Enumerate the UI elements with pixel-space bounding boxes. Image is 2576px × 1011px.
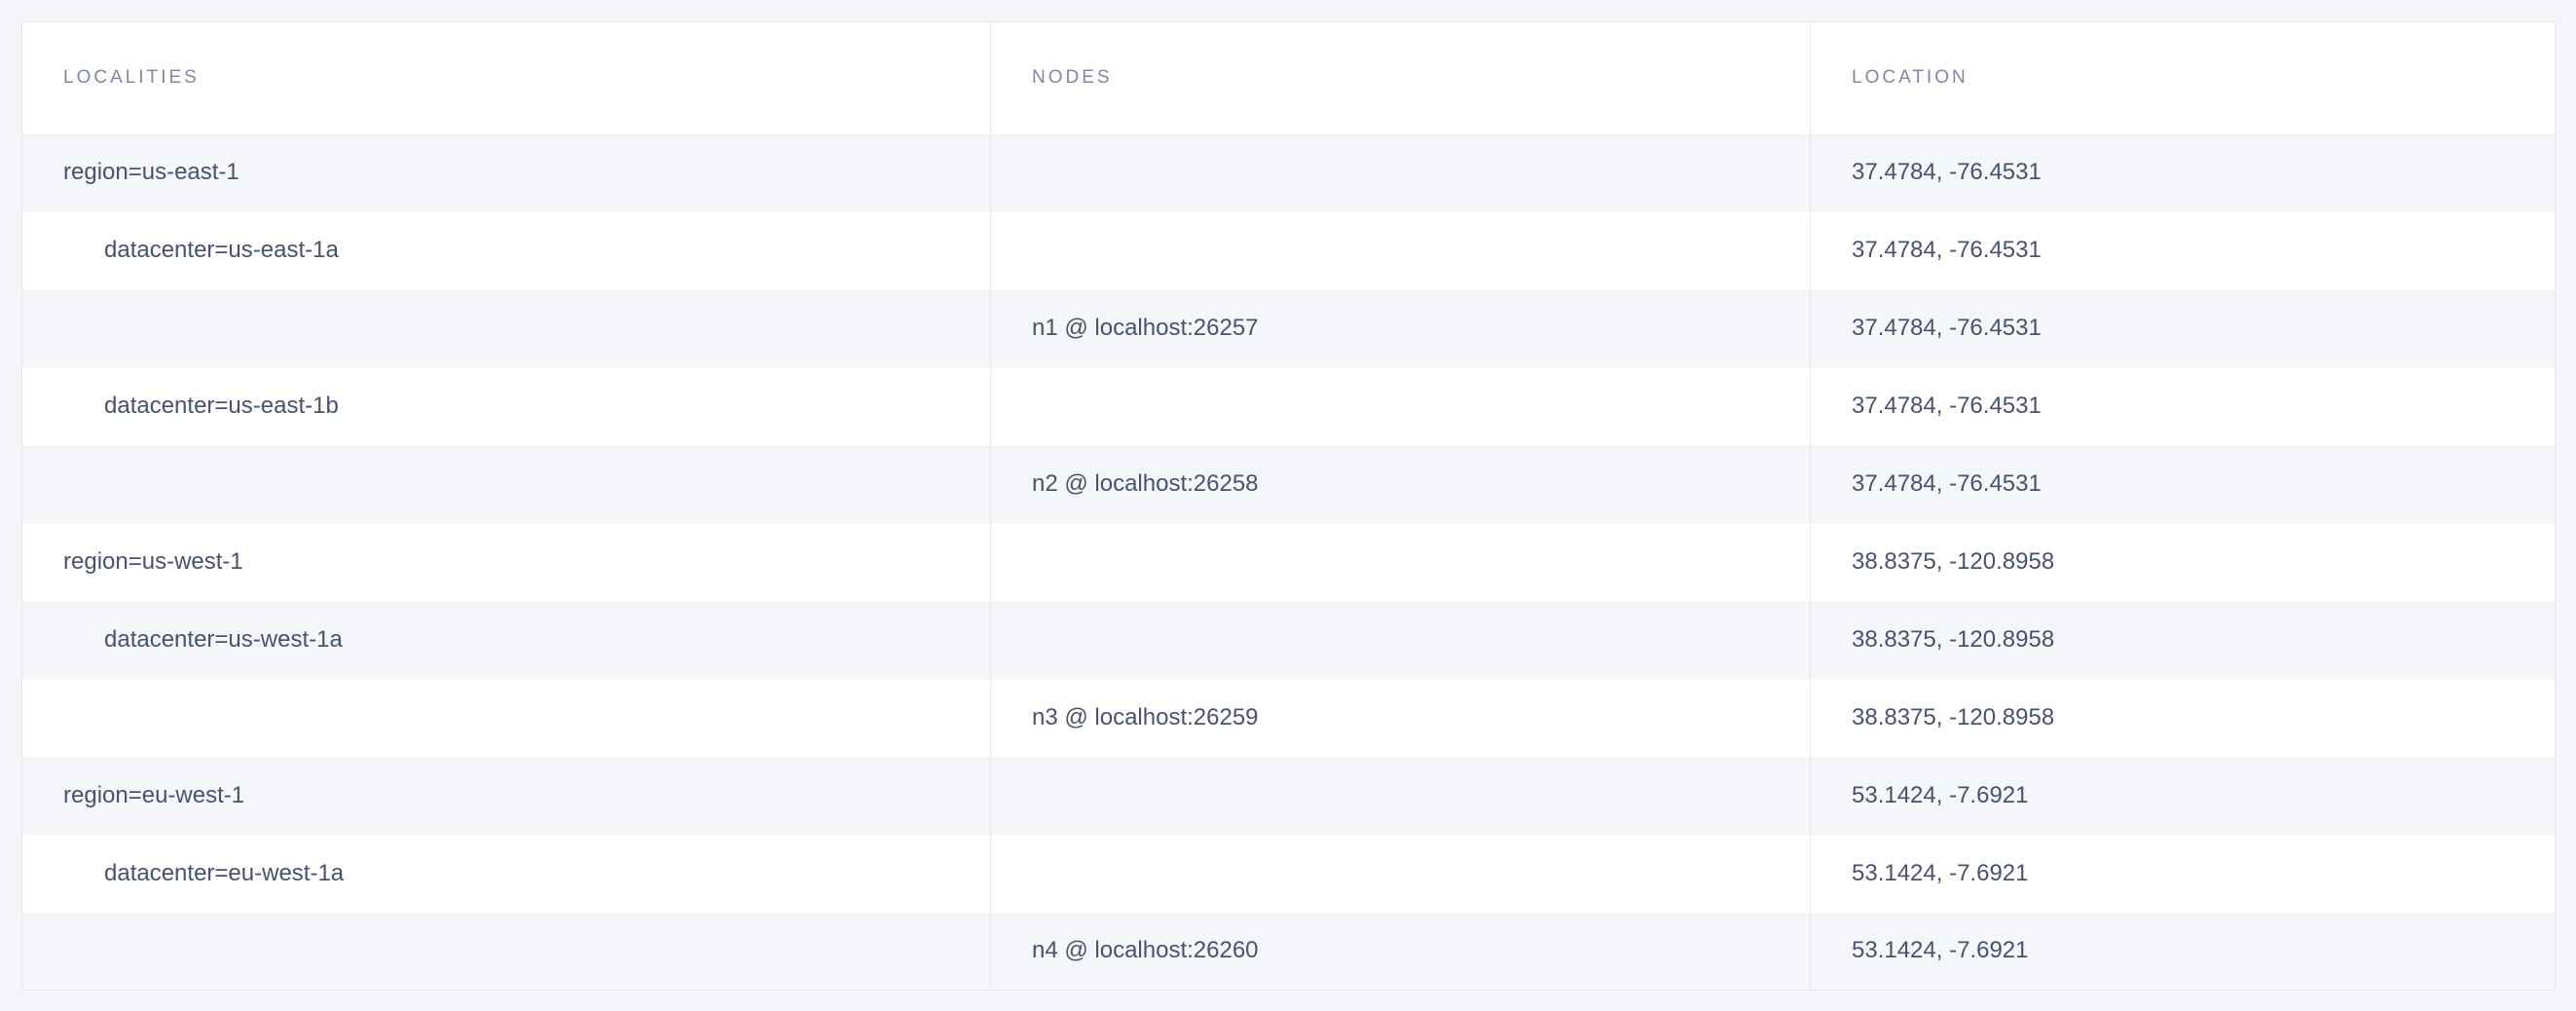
location-cell: 37.4784, -76.4531	[1852, 314, 2042, 341]
localities-table: LOCALITIES NODES LOCATION region=us-east…	[21, 21, 2556, 991]
table-row: n4 @ localhost:26260 53.1424, -7.6921	[21, 912, 2556, 991]
locality-cell: region=eu-west-1	[21, 756, 991, 835]
location-cell: 37.4784, -76.4531	[1852, 469, 2042, 497]
node-cell	[990, 132, 1811, 211]
column-header-nodes: NODES	[990, 21, 1811, 133]
column-header-location: LOCATION	[1810, 21, 2556, 133]
table-row: n3 @ localhost:26259 38.8375, -120.8958	[21, 678, 2556, 757]
table-row: n1 @ localhost:26257 37.4784, -76.4531	[21, 288, 2556, 367]
locality-cell	[21, 288, 991, 367]
location-cell: 38.8375, -120.8958	[1852, 547, 2055, 575]
node-cell: n3 @ localhost:26259	[990, 678, 1811, 757]
node-cell	[990, 210, 1811, 289]
node-cell	[990, 366, 1811, 445]
location-cell: 37.4784, -76.4531	[1852, 236, 2042, 263]
node-cell: n2 @ localhost:26258	[990, 444, 1811, 523]
locality-cell: datacenter=us-east-1b	[21, 366, 991, 445]
table-row: datacenter=us-east-1b 37.4784, -76.4531	[21, 366, 2556, 445]
location-cell: 53.1424, -7.6921	[1852, 859, 2029, 886]
node-cell: n1 @ localhost:26257	[990, 288, 1811, 367]
locality-cell	[21, 678, 991, 757]
column-header-localities: LOCALITIES	[21, 21, 991, 133]
table-row: datacenter=eu-west-1a 53.1424, -7.6921	[21, 834, 2556, 913]
table-row: region=us-east-1 37.4784, -76.4531	[21, 132, 2556, 211]
node-cell	[990, 834, 1811, 913]
location-cell: 38.8375, -120.8958	[1852, 625, 2055, 653]
locality-cell: region=us-east-1	[21, 132, 991, 211]
table-body: region=us-east-1 37.4784, -76.4531 datac…	[21, 132, 2556, 991]
locality-cell: region=us-west-1	[21, 522, 991, 601]
table-header-row: LOCALITIES NODES LOCATION	[21, 21, 2556, 133]
table-row: datacenter=us-east-1a 37.4784, -76.4531	[21, 210, 2556, 289]
table-row: n2 @ localhost:26258 37.4784, -76.4531	[21, 444, 2556, 523]
location-cell: 53.1424, -7.6921	[1852, 937, 2029, 964]
locality-cell: datacenter=eu-west-1a	[21, 834, 991, 913]
locality-cell	[21, 912, 991, 991]
location-cell: 37.4784, -76.4531	[1852, 158, 2042, 185]
location-cell: 37.4784, -76.4531	[1852, 392, 2042, 419]
table-row: region=us-west-1 38.8375, -120.8958	[21, 522, 2556, 601]
table-row: region=eu-west-1 53.1424, -7.6921	[21, 756, 2556, 835]
node-cell	[990, 600, 1811, 679]
location-cell: 53.1424, -7.6921	[1852, 781, 2029, 808]
locality-cell: datacenter=us-west-1a	[21, 600, 991, 679]
node-cell: n4 @ localhost:26260	[990, 912, 1811, 991]
location-cell: 38.8375, -120.8958	[1852, 703, 2055, 730]
locality-cell: datacenter=us-east-1a	[21, 210, 991, 289]
table-row: datacenter=us-west-1a 38.8375, -120.8958	[21, 600, 2556, 679]
node-cell	[990, 522, 1811, 601]
locality-cell	[21, 444, 991, 523]
node-cell	[990, 756, 1811, 835]
